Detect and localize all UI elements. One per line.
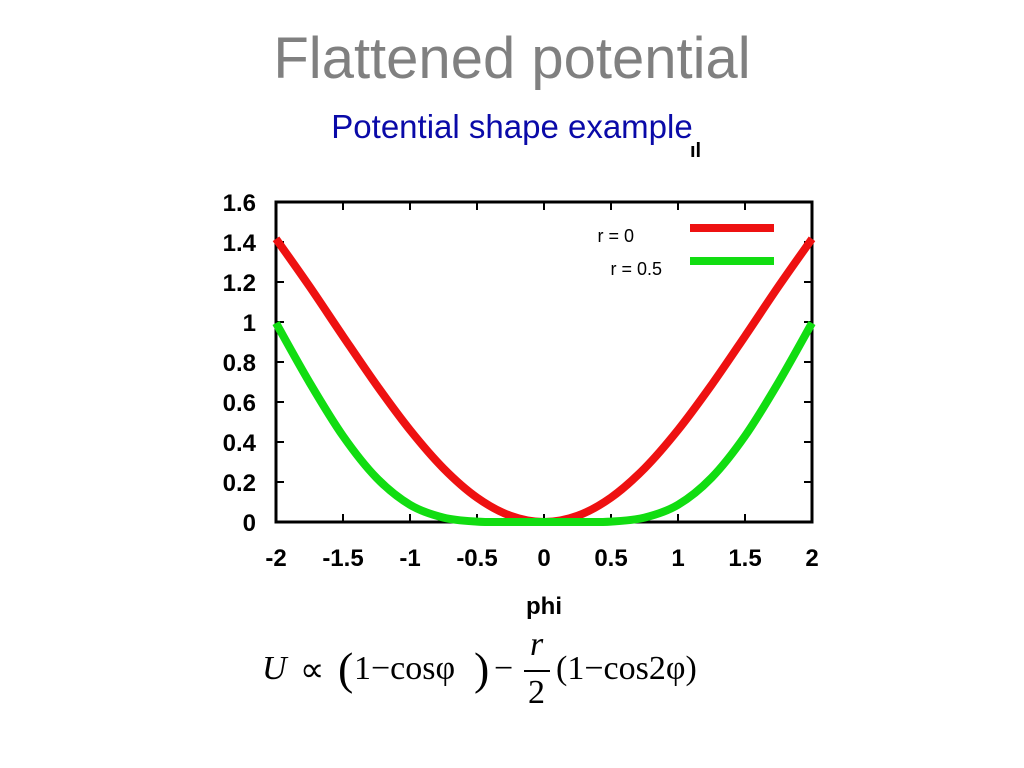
series-line-r05 [272, 321, 816, 527]
x-tick-label: -0.5 [456, 545, 497, 572]
slide-title: Flattened potential [273, 26, 751, 91]
series-line-r0 [272, 236, 816, 526]
formula-lparen: ( [338, 643, 354, 694]
formula-term2: (1−cos2φ) [556, 650, 697, 687]
x-tick-label: -2 [265, 545, 286, 572]
y-tick-label: 1.2 [223, 270, 256, 297]
x-tick-label: 1 [671, 545, 684, 572]
y-tick-label: 1.6 [223, 190, 256, 217]
x-tick-label: 0 [537, 545, 550, 572]
x-tick-label: 2 [805, 545, 818, 572]
y-tick-label: 0 [243, 510, 256, 537]
x-axis-title: phi [526, 593, 562, 620]
formula-minus: − [494, 650, 514, 687]
x-tick-label: -1.5 [322, 545, 363, 572]
formula-numerator: r [530, 626, 544, 663]
fraction-bar [524, 670, 550, 672]
formula-rparen: ) [474, 643, 490, 694]
formula-denominator: 2 [528, 674, 545, 711]
x-tick-label: 1.5 [728, 545, 761, 572]
x-tick-label: -1 [399, 545, 420, 572]
y-tick-label: 1.4 [223, 230, 257, 257]
slide-subtitle: Potential shape example [331, 108, 693, 145]
y-tick-label: 0.6 [223, 390, 256, 417]
stray-mark: ıl [690, 140, 702, 162]
formula-term1: 1−cosφ [354, 650, 456, 687]
y-tick-label: 0.2 [223, 470, 256, 497]
x-tick-label: 0.5 [594, 545, 627, 572]
formula-u: U [262, 650, 287, 687]
y-tick-label: 0.8 [223, 350, 256, 377]
y-tick-label: 1 [243, 310, 256, 337]
legend-label: r = 0.5 [610, 259, 662, 279]
legend-label: r = 0 [597, 226, 634, 246]
y-tick-label: 0.4 [223, 430, 257, 457]
formula-proportional: ∝ [300, 652, 325, 689]
